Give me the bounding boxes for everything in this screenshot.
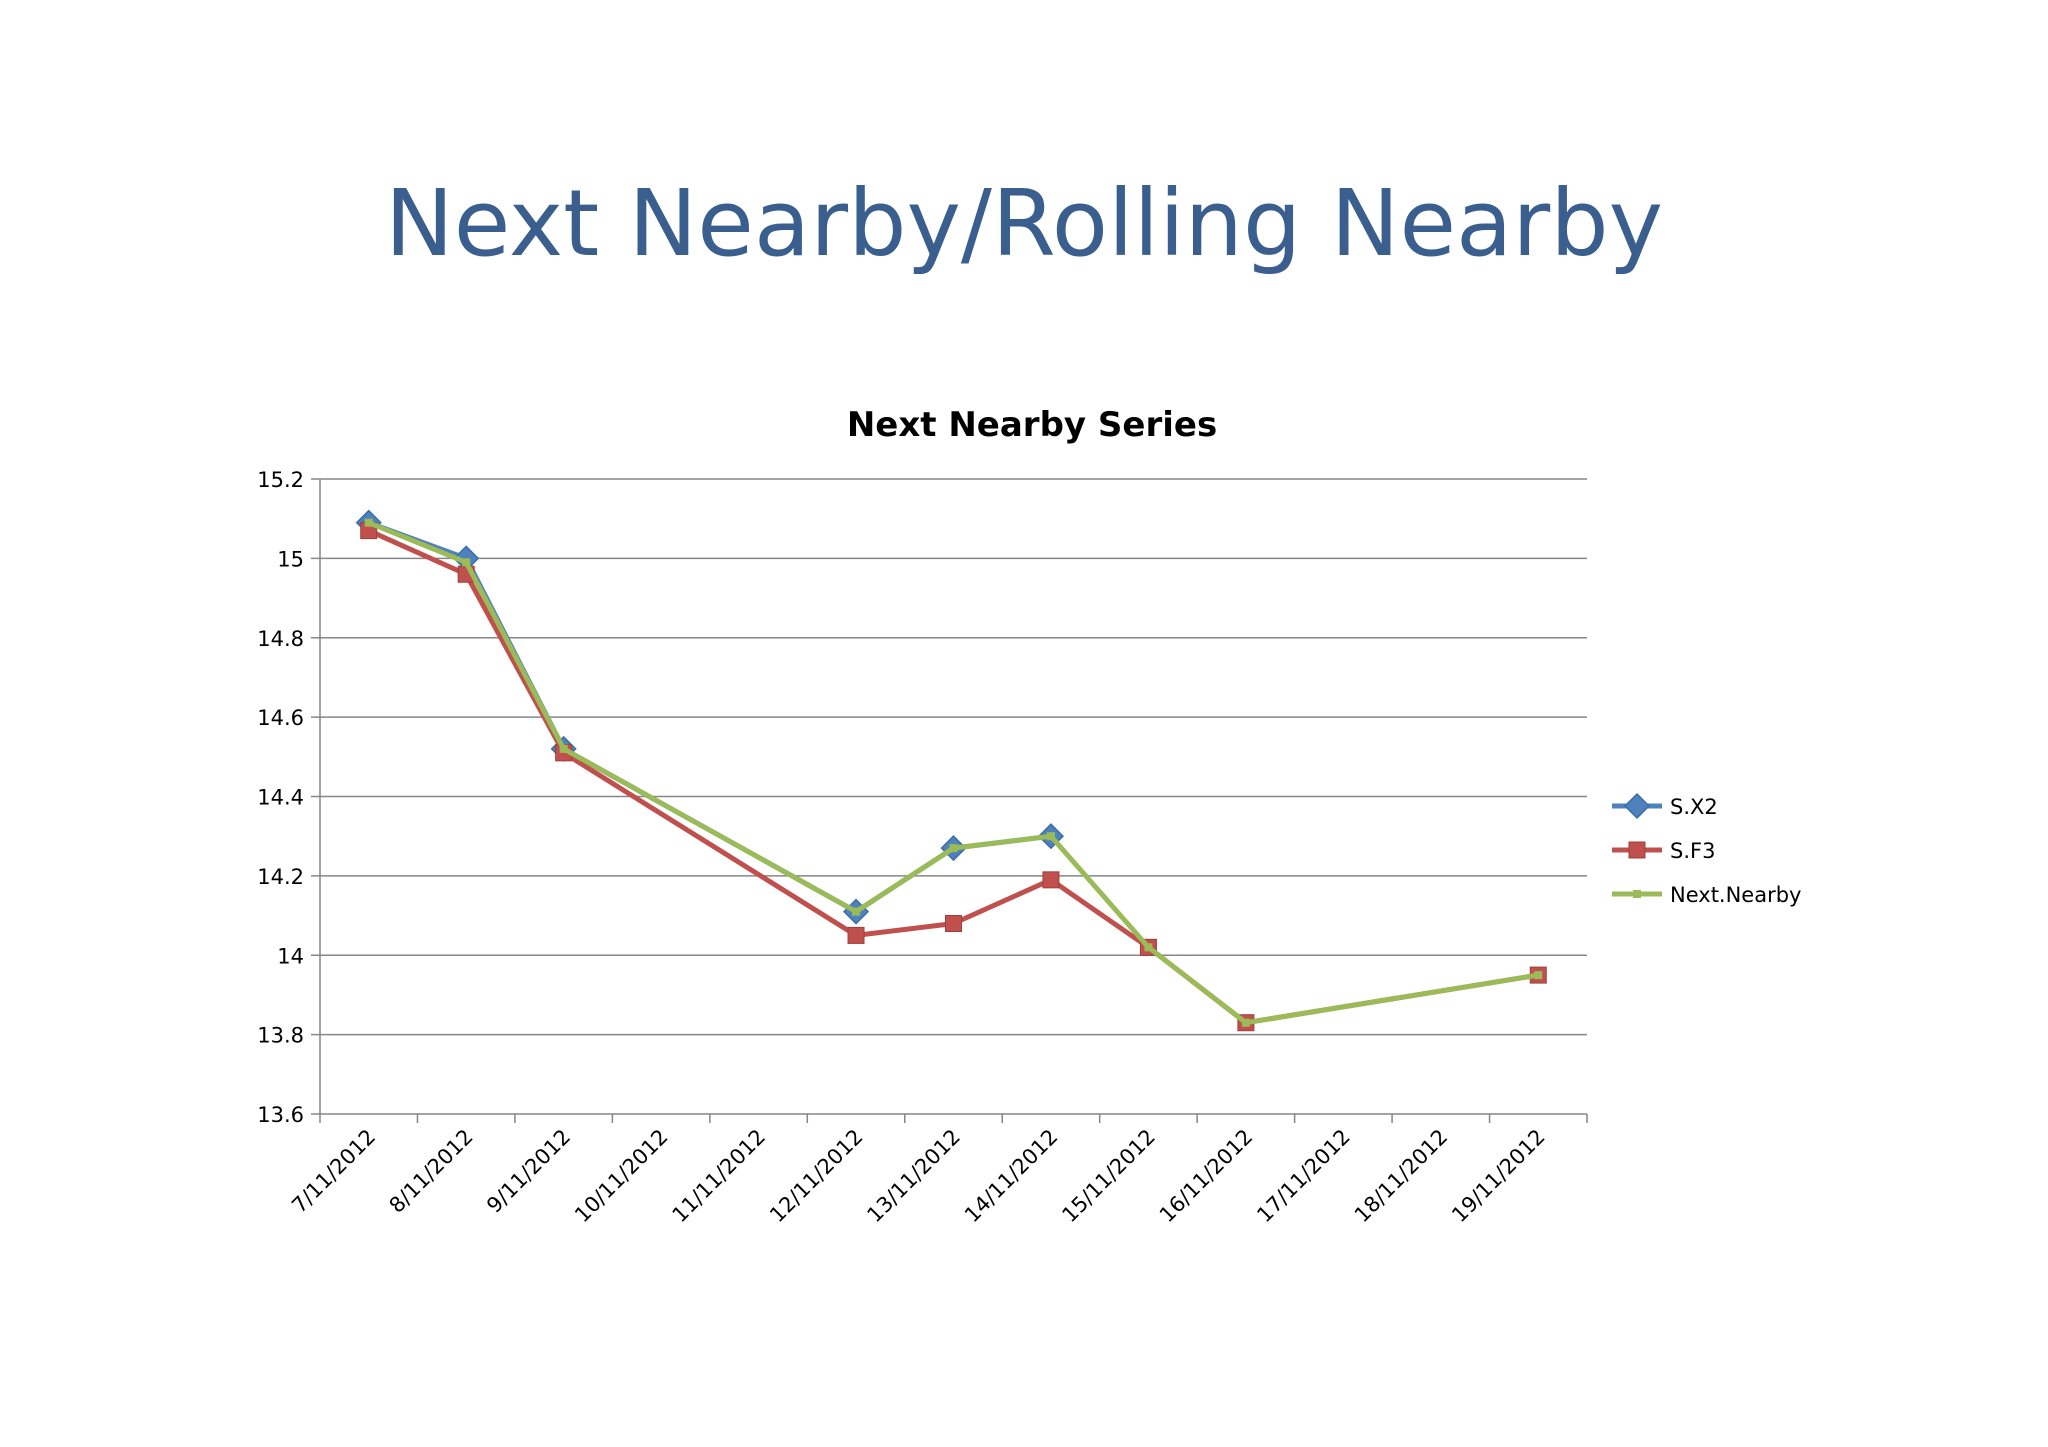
x-tick-label: 18/11/2012 bbox=[1350, 1125, 1453, 1228]
y-tick-label: 14.4 bbox=[257, 786, 304, 810]
x-tick-label: 15/11/2012 bbox=[1057, 1125, 1160, 1228]
x-tick-label: 7/11/2012 bbox=[287, 1125, 380, 1218]
data-point bbox=[1144, 943, 1153, 952]
slide-title: Next Nearby/Rolling Nearby bbox=[384, 170, 1664, 277]
data-point bbox=[1046, 832, 1055, 841]
y-tick-label: 13.6 bbox=[257, 1103, 304, 1127]
series-line bbox=[367, 520, 1539, 1026]
data-point bbox=[559, 744, 568, 753]
x-tick-label: 8/11/2012 bbox=[385, 1125, 478, 1218]
y-tick-label: 14.6 bbox=[257, 706, 304, 730]
y-tick-label: 14 bbox=[277, 944, 304, 968]
y-tick-label: 15.2 bbox=[257, 468, 304, 492]
series-group bbox=[355, 509, 1547, 1032]
data-point bbox=[1623, 792, 1651, 820]
chart-title: Next Nearby Series bbox=[847, 405, 1217, 445]
legend: S.X2 S.F3 Next.Nearby bbox=[1612, 792, 1802, 907]
x-axis-ticks: 7/11/2012 8/11/2012 9/11/201210/11/201211/… bbox=[287, 1114, 1588, 1228]
x-tick-label: 17/11/2012 bbox=[1252, 1125, 1355, 1228]
x-tick-label: 12/11/2012 bbox=[765, 1125, 868, 1228]
data-point bbox=[1042, 871, 1060, 889]
y-tick-label: 15 bbox=[277, 547, 304, 571]
gridlines bbox=[320, 478, 1587, 1036]
legend-label: S.F3 bbox=[1670, 839, 1715, 863]
data-point bbox=[364, 518, 373, 527]
data-point bbox=[847, 926, 865, 944]
data-point bbox=[1241, 1018, 1250, 1027]
y-tick-label: 13.8 bbox=[257, 1024, 304, 1048]
x-tick-label: 14/11/2012 bbox=[960, 1125, 1063, 1228]
legend-label: Next.Nearby bbox=[1670, 883, 1802, 907]
data-point bbox=[462, 558, 471, 567]
legend-item: S.X2 bbox=[1612, 792, 1718, 820]
data-point bbox=[852, 907, 861, 916]
x-tick-label: 16/11/2012 bbox=[1155, 1125, 1258, 1228]
x-tick-label: 11/11/2012 bbox=[668, 1125, 771, 1228]
legend-label: S.X2 bbox=[1670, 795, 1718, 819]
series-line bbox=[367, 528, 1539, 1026]
data-point bbox=[1633, 890, 1641, 898]
data-point bbox=[945, 915, 962, 932]
legend-item: Next.Nearby bbox=[1612, 883, 1802, 907]
data-point bbox=[949, 844, 958, 853]
x-tick-label: 19/11/2012 bbox=[1447, 1125, 1550, 1228]
y-tick-label: 14.8 bbox=[257, 627, 304, 651]
x-tick-label: 10/11/2012 bbox=[570, 1125, 673, 1228]
data-point bbox=[1534, 971, 1543, 980]
y-tick-label: 14.2 bbox=[257, 865, 304, 889]
series-next-nearby bbox=[364, 518, 1543, 1027]
y-axis-ticks: 13.6 13.8 14 14.2 14.4 14.6 14.8 15 15.2 bbox=[257, 468, 320, 1127]
data-point bbox=[1628, 841, 1646, 859]
x-tick-label: 9/11/2012 bbox=[482, 1125, 575, 1218]
legend-item: S.F3 bbox=[1612, 839, 1715, 863]
x-tick-label: 13/11/2012 bbox=[862, 1125, 965, 1228]
